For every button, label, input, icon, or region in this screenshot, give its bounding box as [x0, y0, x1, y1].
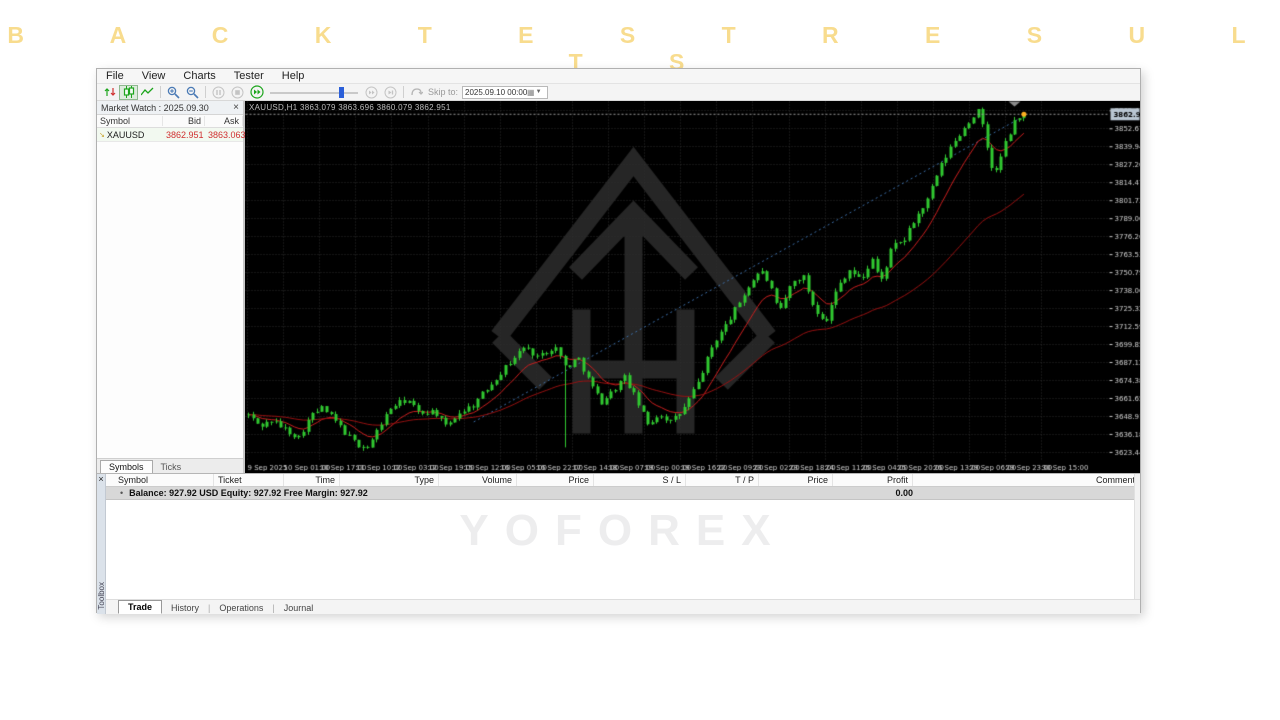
tab-trade[interactable]: Trade — [118, 600, 163, 614]
toolbox-scrollbar[interactable] — [1134, 474, 1140, 599]
watermark-text: YOFOREX — [459, 506, 787, 555]
balance-text: Balance: 927.92 USD Equity: 927.92 Free … — [129, 488, 368, 498]
skip-to-date-value[interactable] — [465, 87, 528, 97]
fast-forward-icon[interactable] — [247, 85, 266, 100]
column-symbol: Symbol — [114, 474, 214, 486]
toolbox-vertical-label[interactable]: Toolbox — [96, 582, 106, 610]
chart-panel: XAUUSD,H1 3863.079 3863.696 3860.079 386… — [245, 101, 1140, 473]
menu-item-help[interactable]: Help — [281, 69, 305, 82]
line-chart-icon[interactable] — [138, 85, 157, 100]
close-icon[interactable]: × — [98, 474, 104, 484]
market-watch-row[interactable]: ↘ XAUUSD 3862.951 3863.063 — [97, 128, 246, 141]
market-watch-empty-area — [97, 141, 243, 458]
ask-cell: 3863.063 — [208, 129, 246, 140]
column-price: Price — [759, 474, 833, 486]
price-chart[interactable] — [245, 101, 1140, 473]
toolbar-separator — [403, 86, 404, 98]
market-watch-panel: Market Watch : 2025.09.30 × Symbol Bid Ask… — [97, 101, 246, 473]
skip-to-date-input[interactable]: ▦ ▼ — [462, 85, 549, 99]
tab-ticks[interactable]: Ticks — [160, 462, 182, 472]
market-watch-tabs: Symbols Ticks — [97, 458, 243, 473]
tab-separator: | — [272, 603, 275, 613]
tab-history[interactable]: History — [171, 603, 200, 613]
chart-title: XAUUSD,H1 3863.079 3863.696 3860.079 386… — [249, 103, 451, 112]
zoom-out-icon[interactable] — [183, 85, 202, 100]
tick-arrows-icon[interactable] — [100, 85, 119, 100]
speed-slider-handle[interactable] — [338, 86, 344, 98]
menu-item-charts[interactable]: Charts — [183, 69, 216, 82]
column-comment: Comment — [913, 474, 1140, 486]
tab-operations[interactable]: Operations — [219, 603, 264, 613]
market-watch-title: Market Watch : 2025.09.30 — [101, 102, 209, 113]
toolbox-panel: × Toolbox Symbol Ticket Time Type Volume Pric… — [97, 473, 1140, 614]
mw-col-ask: Ask — [205, 116, 243, 126]
column-time: Time — [284, 474, 340, 486]
toolbar-separator — [160, 86, 161, 98]
page-title: B A C K T E S T R E S U L T S — [7, 22, 1273, 75]
symbol-arrow-icon: ↘ — [99, 131, 105, 139]
column-type: Type — [340, 474, 439, 486]
mt4-window: File View Charts Tester Help — [96, 68, 1141, 614]
menu-item-file[interactable]: File — [106, 69, 124, 82]
skip-loop-icon — [407, 85, 426, 100]
calendar-icon[interactable]: ▦ — [527, 87, 535, 97]
trade-table-body: YOFOREX — [106, 500, 1140, 599]
menu-item-tester[interactable]: Tester — [233, 69, 264, 82]
balance-row: • Balance: 927.92 USD Equity: 927.92 Fre… — [106, 487, 1140, 500]
column-sl: S / L — [594, 474, 686, 486]
toolbox-side-strip: × Toolbox — [97, 474, 106, 614]
menu-item-view[interactable]: View — [141, 69, 166, 82]
zoom-in-icon[interactable] — [164, 85, 183, 100]
speed-slider[interactable] — [270, 86, 358, 99]
column-profit: Profit — [833, 474, 913, 486]
candlesticks-icon[interactable] — [119, 84, 138, 100]
tab-separator: | — [208, 603, 211, 613]
expand-dot-icon[interactable]: • — [120, 488, 124, 498]
bid-cell: 3862.951 — [166, 129, 204, 140]
menu-bar: File View Charts Tester Help — [97, 69, 1140, 84]
column-price: Price — [517, 474, 594, 486]
column-tp: T / P — [686, 474, 759, 486]
symbol-name: XAUUSD — [106, 129, 145, 140]
toolbox-tabs: Trade History | Operations | Journal — [106, 599, 1140, 614]
symbol-cell: ↘ XAUUSD — [97, 130, 163, 140]
toolbar-separator — [205, 86, 206, 98]
balance-profit: 0.00 — [895, 488, 913, 498]
tab-symbols[interactable]: Symbols — [100, 460, 153, 473]
toolbar: Skip to: ▦ ▼ — [97, 84, 1140, 101]
column-volume: Volume — [439, 474, 517, 486]
column-ticket: Ticket — [214, 474, 284, 486]
dropdown-arrow-icon[interactable]: ▼ — [535, 89, 542, 95]
step-forward-icon[interactable] — [362, 85, 381, 100]
skip-to-label: Skip to: — [428, 87, 459, 97]
mw-col-bid: Bid — [163, 116, 205, 126]
step-to-end-icon[interactable] — [381, 85, 400, 100]
mw-col-symbol: Symbol — [97, 116, 163, 126]
stop-icon[interactable] — [228, 85, 247, 100]
market-watch-header: Symbol Bid Ask — [97, 115, 243, 128]
pause-icon[interactable] — [209, 85, 228, 100]
close-icon[interactable]: × — [233, 101, 239, 113]
tab-journal[interactable]: Journal — [283, 603, 314, 613]
speed-slider-track — [270, 91, 358, 94]
